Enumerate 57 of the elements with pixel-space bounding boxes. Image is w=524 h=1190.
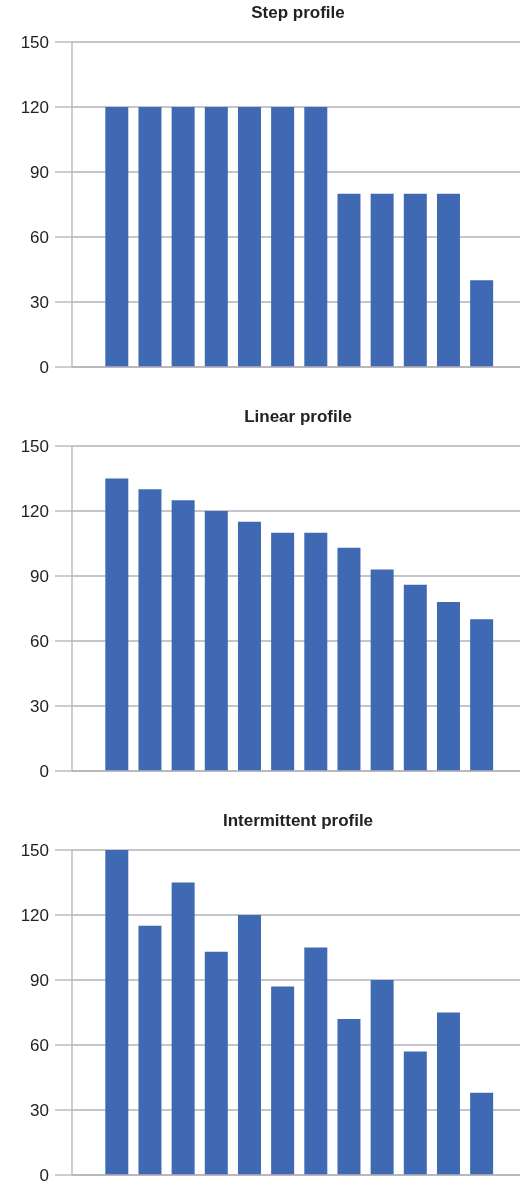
bar	[403, 193, 427, 367]
y-tick-label: 30	[30, 1101, 49, 1121]
chart-title: Linear profile	[243, 406, 353, 428]
y-tick-label: 0	[39, 1166, 49, 1186]
bar	[370, 193, 394, 367]
bar	[138, 925, 162, 1175]
y-tick-label: 150	[20, 437, 49, 457]
bar	[171, 882, 195, 1175]
bar	[337, 1019, 361, 1175]
bar	[337, 547, 361, 771]
bar	[204, 951, 228, 1175]
bar	[403, 584, 427, 771]
y-tick-label: 60	[30, 632, 49, 652]
bar	[237, 107, 261, 367]
bar	[436, 1012, 460, 1175]
y-tick-label: 60	[30, 228, 49, 248]
bar	[470, 280, 494, 367]
bar	[204, 107, 228, 367]
bar	[105, 850, 129, 1175]
bar	[271, 986, 295, 1175]
bar	[204, 511, 228, 771]
bar	[337, 193, 361, 367]
bar	[105, 478, 129, 771]
y-tick-label: 120	[20, 98, 49, 118]
bar	[370, 569, 394, 771]
chart-title: Intermittent profile	[221, 810, 375, 832]
bar	[304, 532, 328, 771]
y-tick-label: 150	[20, 841, 49, 861]
bar	[105, 107, 129, 367]
y-tick-label: 0	[39, 762, 49, 782]
bar	[403, 1051, 427, 1175]
bar	[271, 532, 295, 771]
bar	[304, 107, 328, 367]
bar	[304, 947, 328, 1175]
y-tick-label: 90	[30, 567, 49, 587]
bar	[470, 619, 494, 771]
bar	[171, 107, 195, 367]
bar	[436, 602, 460, 771]
chart-title: Step profile	[250, 2, 346, 24]
y-tick-label: 120	[20, 502, 49, 522]
bar	[370, 980, 394, 1175]
bar	[138, 489, 162, 771]
bar	[237, 915, 261, 1175]
y-tick-label: 90	[30, 971, 49, 991]
bar	[138, 107, 162, 367]
bar	[470, 1092, 494, 1175]
bar	[271, 107, 295, 367]
y-tick-label: 90	[30, 163, 49, 183]
bar	[171, 500, 195, 771]
y-tick-label: 0	[39, 358, 49, 378]
y-tick-label: 120	[20, 906, 49, 926]
y-tick-label: 30	[30, 697, 49, 717]
bar	[237, 521, 261, 771]
y-tick-label: 30	[30, 293, 49, 313]
y-tick-label: 150	[20, 33, 49, 53]
y-tick-label: 60	[30, 1036, 49, 1056]
bar	[436, 193, 460, 367]
